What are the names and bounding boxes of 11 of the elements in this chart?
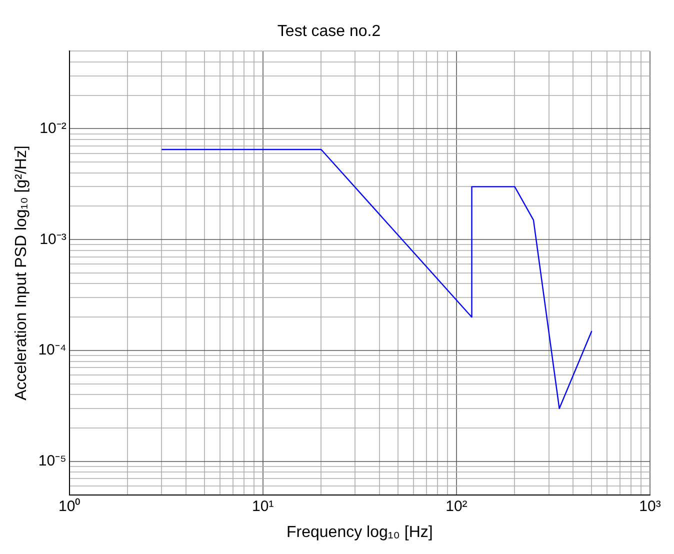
x-tick-label: 10⁰ — [58, 498, 80, 515]
y-tick-label: 10⁻⁵ — [38, 452, 66, 470]
chart-title: Test case no.2 — [277, 23, 381, 40]
y-tick-label: 10⁻² — [40, 120, 66, 137]
x-tick-label: 10² — [446, 498, 468, 515]
y-tick-label: 10⁻⁴ — [38, 342, 66, 359]
y-axis-title: Acceleration Input PSD log₁₀ [g²/Hz] — [13, 146, 30, 400]
y-tick-label: 10⁻³ — [40, 230, 66, 248]
x-axis-title: Frequency log₁₀ [Hz] — [286, 524, 433, 541]
x-tick-label: 10³ — [639, 498, 661, 515]
x-tick-label: 10¹ — [252, 498, 274, 515]
